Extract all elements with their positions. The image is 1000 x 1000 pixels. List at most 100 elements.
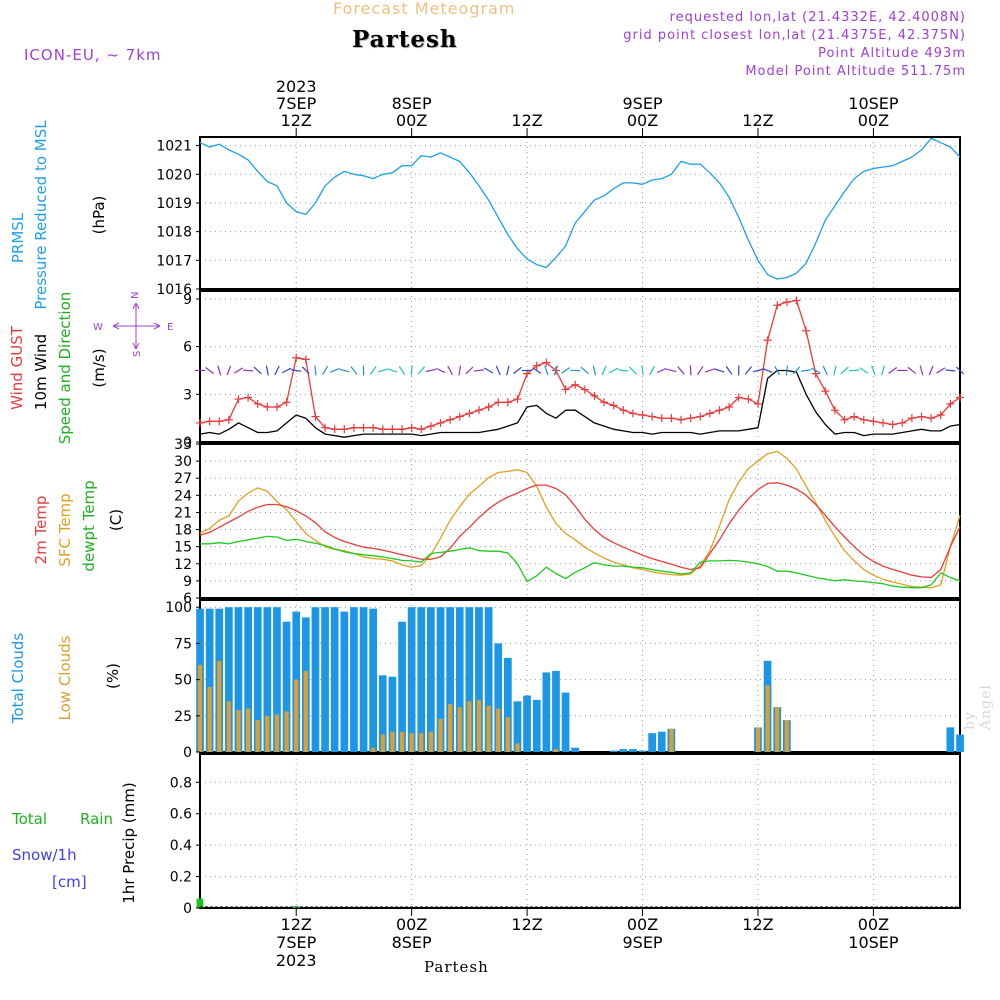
total-clouds-bar xyxy=(263,607,272,752)
ytick-label: 18 xyxy=(174,523,192,539)
wind-direction-arrow xyxy=(881,365,886,376)
low-clouds-bar xyxy=(553,749,558,752)
gust-marker xyxy=(340,425,349,434)
label-prmsl: PRMSL xyxy=(9,212,27,263)
wind-direction-arrow xyxy=(435,367,446,374)
wind-direction-arrow xyxy=(945,369,956,372)
low-clouds-bar xyxy=(236,710,241,752)
low-clouds-bar xyxy=(246,708,251,752)
gust-marker xyxy=(956,393,964,402)
wind-direction-arrow xyxy=(774,365,781,376)
wind-direction-arrow xyxy=(226,365,232,376)
wind-direction-arrow xyxy=(483,367,494,374)
low-clouds-bar xyxy=(476,699,482,752)
low-clouds-bar xyxy=(438,718,443,752)
top-tick-hour: 12Z xyxy=(281,111,312,130)
low-clouds-bar xyxy=(448,704,453,752)
gust-marker xyxy=(936,410,945,419)
low-clouds-bar xyxy=(784,720,789,752)
wind-direction-arrow xyxy=(532,367,542,374)
wind-direction-arrow xyxy=(314,365,317,376)
ytick-label: 15 xyxy=(174,540,192,556)
label-snow: Snow/1h xyxy=(12,846,77,864)
top-tick-hour: 00Z xyxy=(858,111,889,130)
compass-v-arrowheads xyxy=(132,302,140,350)
panel-frame-3 xyxy=(199,443,961,599)
ytick-label: 1020 xyxy=(156,167,192,183)
ytick-label: 6 xyxy=(183,340,192,356)
total-clouds-bar xyxy=(648,733,656,752)
total-clouds-bar xyxy=(436,607,445,752)
gust-marker xyxy=(532,361,541,370)
total-clouds-bar xyxy=(321,607,329,752)
gust-marker xyxy=(417,425,426,434)
label-total-clouds: Total Clouds xyxy=(9,633,27,725)
gust-marker xyxy=(628,409,637,418)
ytick-label: 0.4 xyxy=(170,838,192,854)
total-clouds-bar xyxy=(523,695,531,752)
gust-marker xyxy=(859,415,868,424)
gust-marker xyxy=(600,398,609,407)
low-clouds-bar xyxy=(467,701,472,752)
low-clouds-bar xyxy=(505,717,510,752)
gust-marker xyxy=(696,412,705,421)
total-clouds-bar xyxy=(340,611,349,752)
top-tick-hour: 12Z xyxy=(742,111,773,130)
bottom-tick-hour: 00Z xyxy=(396,915,427,934)
gust-marker xyxy=(369,423,378,432)
requested-coords: requested lon,lat (21.4332E, 42.4008N) xyxy=(669,10,966,25)
gust-marker xyxy=(840,415,849,424)
wind-line xyxy=(199,369,961,438)
low-clouds-bar xyxy=(428,731,433,752)
wind-direction-arrow xyxy=(785,365,789,376)
label-precip: 1hr Precip (mm) xyxy=(120,782,138,903)
gust-marker xyxy=(253,399,262,408)
ytick-label: 0 xyxy=(183,745,192,761)
wind-direction-arrow xyxy=(618,369,629,372)
wind-direction-arrow xyxy=(725,366,733,375)
gust-marker xyxy=(436,418,445,427)
wind-direction-arrow xyxy=(871,365,876,376)
compass-legend: W E N S xyxy=(93,292,173,357)
bottom-tick-date: 8SEP xyxy=(392,933,432,952)
low-clouds-bar xyxy=(765,685,770,752)
wind-direction-arrow xyxy=(928,365,934,376)
compass-e-label: E xyxy=(167,322,173,333)
gust-marker xyxy=(292,353,301,362)
gust-marker xyxy=(321,423,330,432)
low-clouds-bar xyxy=(294,679,299,752)
dewpt-line xyxy=(200,535,961,589)
gust-marker xyxy=(850,412,859,421)
total-clouds-bar xyxy=(407,607,416,752)
gust-marker xyxy=(542,358,551,367)
gust-marker xyxy=(513,395,522,404)
total-clouds-bar xyxy=(552,670,560,752)
ytick-label: 24 xyxy=(174,488,192,504)
wind-direction-arrow xyxy=(704,368,715,373)
total-clouds-bar xyxy=(542,672,551,752)
total-clouds-bar xyxy=(532,699,541,752)
gust-marker xyxy=(888,420,897,429)
gust-marker xyxy=(378,425,387,434)
total-clouds-bar xyxy=(484,607,493,752)
low-clouds-bar xyxy=(217,660,222,752)
low-clouds-bar xyxy=(380,734,385,752)
gust-marker xyxy=(782,298,791,307)
total-clouds-bar xyxy=(359,607,368,752)
wind-direction-arrow xyxy=(955,366,965,375)
2m-temp-line xyxy=(199,482,961,579)
low-clouds-bar xyxy=(755,727,761,752)
gust-marker xyxy=(215,417,224,426)
gust-marker xyxy=(494,398,503,407)
gust-marker xyxy=(311,412,320,421)
gust-marker xyxy=(465,409,474,418)
wind-direction-arrow xyxy=(425,368,436,373)
ytick-label: 0 xyxy=(183,435,192,451)
ytick-label: 0.8 xyxy=(170,775,192,791)
total-clouds-bar xyxy=(282,621,291,752)
wind-direction-arrow xyxy=(570,369,581,372)
total-clouds-bar xyxy=(571,747,579,752)
ytick-label: 50 xyxy=(174,673,192,689)
ytick-label: 0 xyxy=(183,901,192,917)
total-clouds-bar xyxy=(253,607,262,752)
